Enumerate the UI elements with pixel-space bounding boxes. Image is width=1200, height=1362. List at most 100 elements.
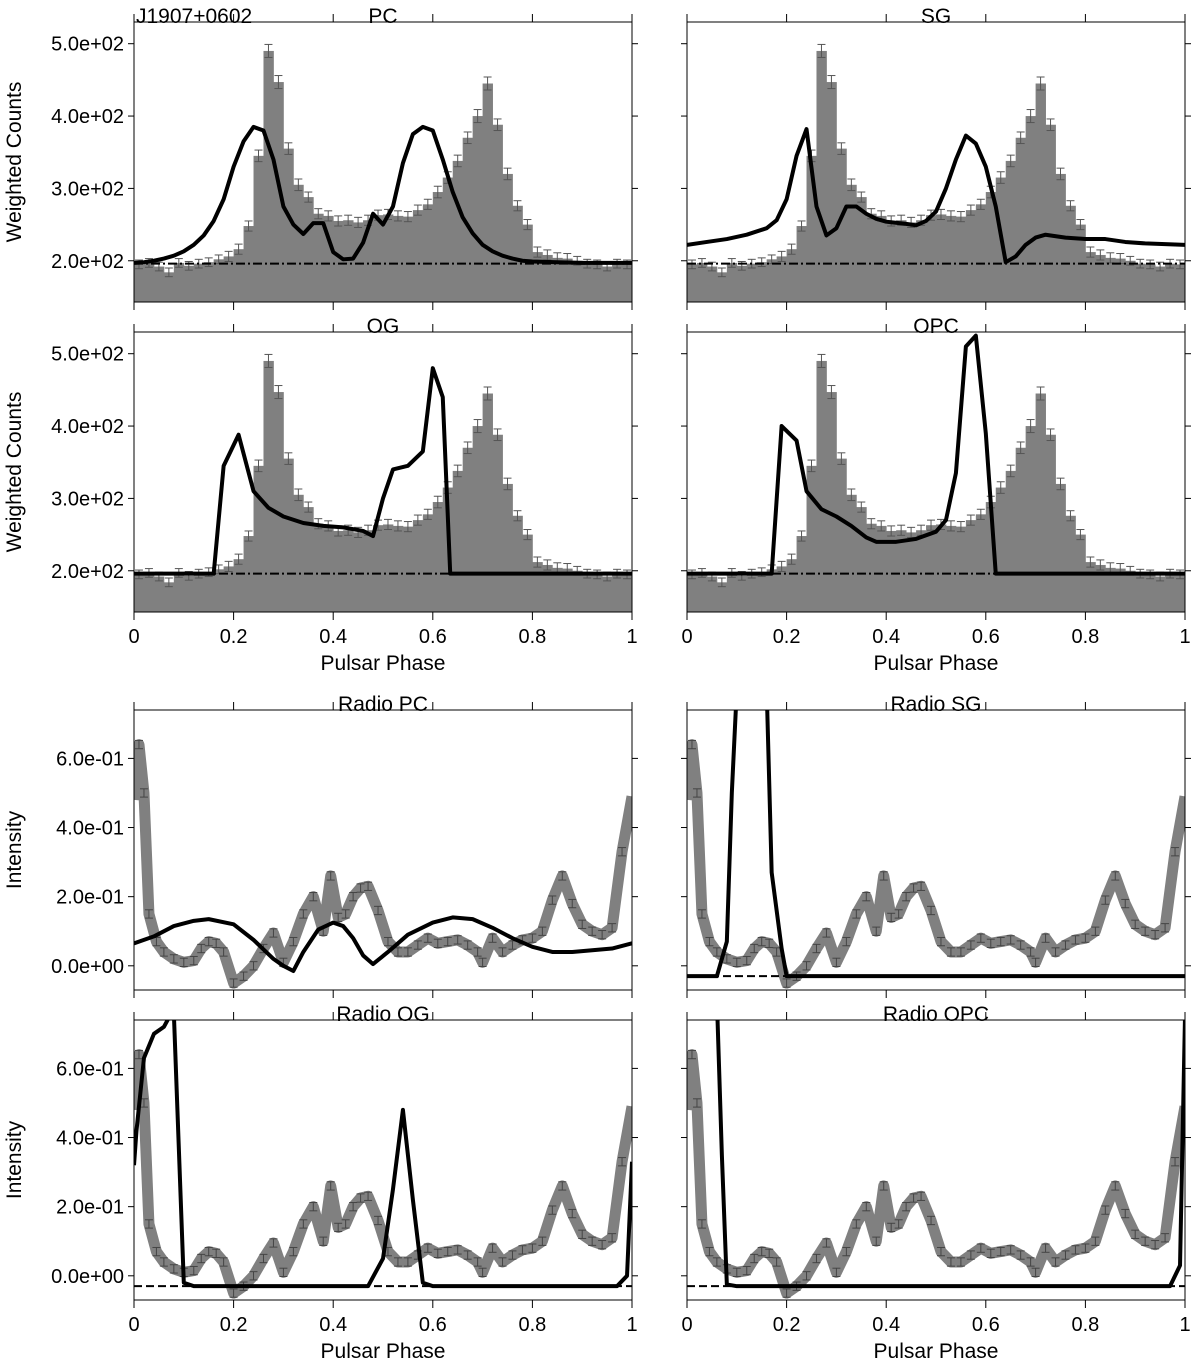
panel-title: PC: [368, 5, 397, 28]
y-tick-label: 3.0e+02: [51, 488, 124, 510]
error-bar: [164, 577, 173, 588]
error-bar: [976, 933, 985, 943]
histogram-bar: [1135, 263, 1146, 302]
histogram-bar: [323, 525, 334, 612]
error-bar: [966, 940, 975, 950]
error-bar: [423, 508, 432, 520]
histogram-bar: [313, 213, 324, 302]
error-bar: [936, 1246, 945, 1257]
panel-radio-opc: 0 0.2 0.4 0.6 0.8 1 Radio OPC Pulsar Phase: [681, 1003, 1191, 1362]
histogram-bar: [806, 465, 817, 612]
error-bar: [144, 1219, 153, 1229]
histogram-bar: [896, 530, 907, 612]
error-bar: [827, 385, 836, 400]
error-bar: [463, 441, 472, 455]
x-tick-label: 0: [681, 626, 692, 648]
error-bar: [334, 1222, 343, 1233]
error-bar: [894, 1219, 903, 1229]
error-bar: [1101, 895, 1110, 905]
histogram-bar: [512, 205, 523, 302]
error-bar: [478, 957, 487, 967]
histogram-bar: [1095, 254, 1106, 302]
error-bar: [986, 1248, 995, 1258]
error-bar: [996, 481, 1005, 494]
error-bar: [403, 947, 412, 957]
histogram-bar: [995, 487, 1007, 612]
error-bar: [533, 246, 542, 258]
panel-title: OPC: [913, 315, 959, 338]
histogram-bar: [1125, 260, 1136, 302]
error-bar: [653, 264, 661, 273]
plot-area: [687, 333, 1185, 612]
panel-title: Radio PC: [338, 693, 428, 716]
error-bar: [879, 871, 888, 881]
error-bar: [538, 926, 547, 936]
error-bar: [341, 1219, 350, 1229]
error-bar: [986, 938, 995, 948]
error-bar: [1141, 926, 1150, 936]
histogram-bar: [632, 267, 642, 302]
error-bar: [872, 926, 881, 936]
error-bar: [927, 905, 936, 916]
error-bar: [1071, 1245, 1080, 1255]
error-bar: [433, 495, 442, 509]
error-bar: [1121, 898, 1130, 909]
error-bar: [862, 892, 871, 902]
error-bar: [909, 1193, 918, 1203]
error-bar: [633, 263, 641, 272]
histogram-bar: [1115, 258, 1126, 302]
error-bar: [204, 257, 213, 268]
error-bar: [832, 1267, 841, 1277]
error-bar: [1066, 510, 1075, 522]
error-bar: [423, 933, 432, 943]
error-bar: [857, 501, 866, 513]
error-bar: [687, 1049, 696, 1060]
histogram-bar: [766, 569, 778, 612]
histogram-bar: [183, 265, 195, 302]
histogram-bar: [452, 470, 464, 612]
error-bar: [423, 198, 432, 210]
histogram-bar: [552, 257, 563, 302]
error-bar: [558, 871, 567, 881]
error-bar: [189, 955, 198, 966]
error-bar: [812, 943, 821, 954]
error-bar: [1016, 131, 1025, 145]
error-bar: [229, 978, 238, 988]
error-bar: [956, 1257, 965, 1267]
histogram-bar: [293, 184, 304, 302]
histogram-bar: [1155, 576, 1166, 612]
y-axis-title: Weighted Counts: [3, 82, 26, 243]
histogram-bar: [134, 264, 145, 302]
x-tick-label: 0.4: [319, 626, 347, 648]
error-bar: [608, 1233, 617, 1243]
error-bar: [393, 1257, 402, 1267]
error-bar: [578, 919, 587, 929]
x-tick-label: 0.8: [1071, 626, 1099, 648]
error-bar: [304, 191, 313, 203]
error-bar: [894, 909, 903, 919]
error-bar: [956, 211, 965, 223]
histogram-bar: [502, 483, 513, 612]
histogram-bar: [432, 192, 444, 302]
error-bar: [453, 935, 462, 945]
y-tick-label: 4.0e+02: [51, 416, 124, 438]
x-tick-label: 0: [128, 626, 139, 648]
histogram-bar: [736, 575, 748, 612]
error-bar: [927, 1215, 936, 1226]
error-bar: [144, 909, 153, 919]
error-bar: [344, 214, 353, 226]
error-bar: [1041, 1243, 1050, 1253]
error-bar: [578, 1229, 587, 1239]
histogram-bar: [856, 507, 867, 612]
x-tick-label: 0.2: [220, 1314, 248, 1336]
error-bar: [1026, 419, 1035, 434]
error-bar: [269, 1238, 278, 1248]
panel-opc: 0 0.2 0.4 0.6 0.8 1 OPC Pulsar Phase: [681, 315, 1191, 675]
histogram-bar: [582, 573, 593, 612]
error-bar: [697, 258, 706, 268]
plot-frame: [133, 21, 633, 303]
error-bar: [244, 530, 253, 542]
panel-radio-sg: Radio SG: [681, 693, 1191, 998]
error-bar: [1081, 1243, 1090, 1253]
error-bar: [697, 1219, 706, 1229]
